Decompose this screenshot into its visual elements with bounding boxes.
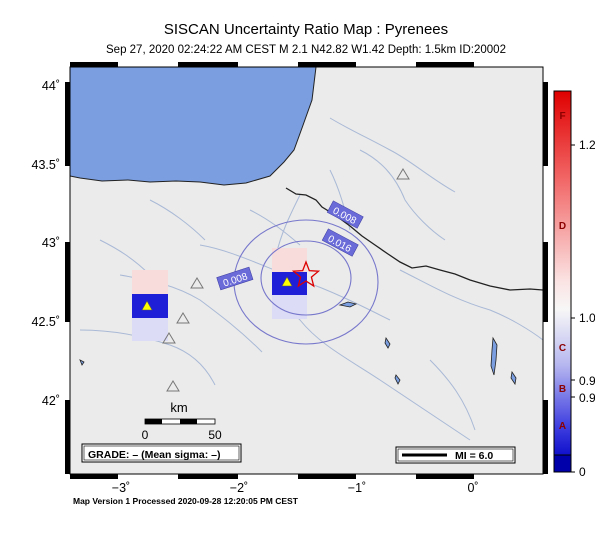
lat-label: 44˚ xyxy=(42,79,60,93)
lon-label: −1˚ xyxy=(348,481,366,495)
colorbar-value: 0.9 xyxy=(579,391,595,405)
scale-unit: km xyxy=(170,400,187,415)
grade-text: GRADE: – (Mean sigma: –) xyxy=(88,449,220,461)
colorbar-letter: C xyxy=(559,343,566,354)
mmi-text: MI = 6.0 xyxy=(455,450,493,462)
border-line xyxy=(285,187,543,291)
lat-label: 42˚ xyxy=(42,394,60,408)
lakes xyxy=(79,301,517,386)
lon-label: −3˚ xyxy=(112,481,130,495)
map-title: SISCAN Uncertainty Ratio Map : Pyrenees xyxy=(163,21,449,38)
event-info: Sep 27, 2020 02:24:22 AM CEST M 2.1 N42.… xyxy=(106,44,506,56)
map-area xyxy=(70,67,543,474)
station-icon xyxy=(176,312,190,324)
epicenter-icon xyxy=(291,260,321,288)
lat-label: 42.5˚ xyxy=(32,315,61,329)
scale-max: 50 xyxy=(208,428,222,442)
mmi-legend: MI = 6.0 xyxy=(395,446,516,464)
station-icon xyxy=(281,276,293,287)
station-icon xyxy=(396,168,410,180)
colorbar-value: 0 xyxy=(579,465,586,479)
grade-box: GRADE: – (Mean sigma: –) xyxy=(81,443,242,463)
lon-label: 0˚ xyxy=(467,481,478,495)
station-icon xyxy=(166,380,180,392)
colorbar-letter: B xyxy=(559,384,566,395)
lon-label: −2˚ xyxy=(230,481,248,495)
colorbar: F D C B A 1.2 1.0 0.9 0.9 0 xyxy=(553,90,595,479)
stations xyxy=(162,168,410,392)
colorbar-value: 0.9 xyxy=(579,374,595,388)
sea-area xyxy=(70,67,317,186)
frame-ticks xyxy=(65,62,548,479)
colorbar-letter: F xyxy=(559,111,565,122)
lat-label: 43.5˚ xyxy=(32,158,61,172)
station-icon xyxy=(141,300,153,311)
station-icon xyxy=(162,332,176,344)
scale-bar: km 0 50 xyxy=(142,400,222,442)
station-icon xyxy=(190,277,204,289)
processing-info: Map Version 1 Processed 2020-09-28 12:20… xyxy=(73,496,298,506)
colorbar-value: 1.0 xyxy=(579,311,595,325)
colorbar-letter: A xyxy=(559,421,566,432)
lat-label: 43˚ xyxy=(42,236,60,250)
colorbar-value: 1.2 xyxy=(579,138,595,152)
scale-min: 0 xyxy=(142,428,149,442)
colorbar-letter: D xyxy=(559,221,566,232)
contour-label-group: 0.008 0.016 0.008 xyxy=(216,200,364,291)
